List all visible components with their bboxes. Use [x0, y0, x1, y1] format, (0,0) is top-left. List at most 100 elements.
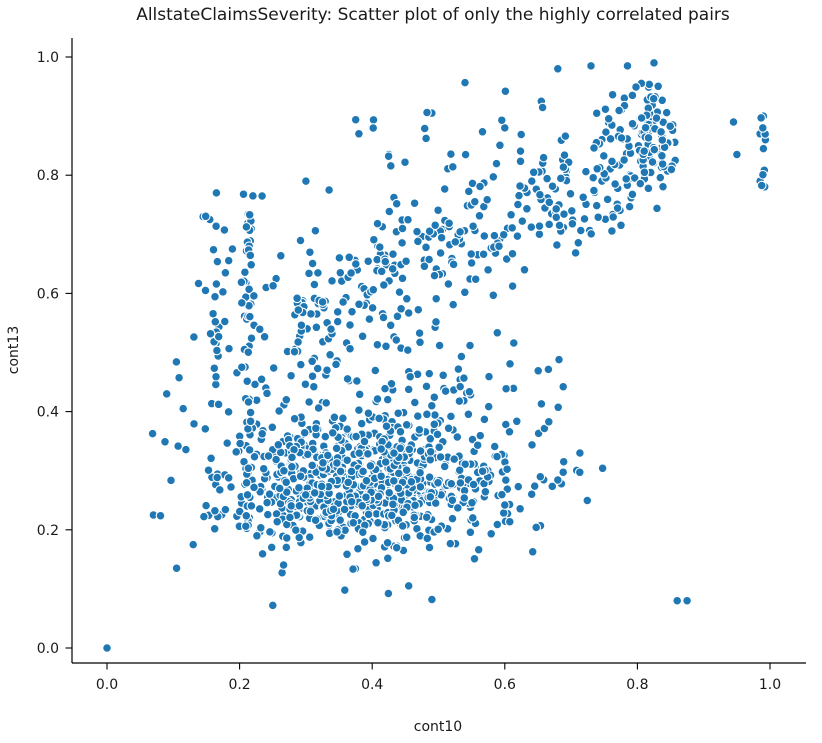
data-point	[383, 151, 394, 162]
data-point	[533, 365, 544, 376]
data-point	[496, 115, 507, 126]
data-point	[353, 543, 363, 554]
data-point	[354, 405, 364, 415]
data-point	[559, 150, 570, 160]
data-point	[578, 192, 589, 203]
data-point	[278, 560, 289, 570]
data-point	[332, 307, 343, 317]
data-point	[554, 220, 565, 231]
data-point	[346, 496, 357, 507]
y-tick-label: 0.0	[37, 641, 59, 657]
data-point	[373, 517, 383, 528]
data-point	[424, 542, 435, 553]
data-point	[436, 232, 447, 243]
data-point	[205, 328, 216, 339]
data-point	[272, 516, 283, 527]
data-point	[558, 456, 569, 467]
data-point	[295, 235, 306, 246]
data-point	[445, 538, 456, 549]
data-point	[464, 386, 475, 397]
y-tick-label: 1.0	[37, 50, 59, 66]
data-point	[365, 461, 376, 471]
data-point	[607, 156, 617, 167]
data-point	[387, 264, 398, 274]
data-point	[312, 363, 323, 374]
data-point	[224, 343, 234, 354]
data-point	[325, 349, 335, 360]
data-point	[455, 381, 466, 392]
data-point	[249, 451, 260, 462]
x-axis-label: cont10	[414, 719, 462, 735]
data-point	[655, 172, 666, 183]
data-point	[263, 451, 274, 461]
data-point	[348, 517, 359, 528]
data-point	[475, 430, 486, 441]
data-point	[427, 594, 437, 605]
data-point	[515, 156, 526, 167]
y-tick-label: 0.2	[37, 523, 59, 539]
data-point	[756, 113, 766, 123]
data-point	[189, 419, 199, 429]
data-point	[522, 203, 532, 214]
data-point	[438, 370, 449, 381]
data-point	[515, 503, 525, 514]
data-point	[406, 476, 417, 487]
data-point	[227, 244, 238, 254]
data-point	[621, 174, 632, 184]
data-point	[412, 226, 422, 237]
data-point	[380, 256, 391, 267]
data-point	[304, 268, 314, 279]
data-point	[352, 376, 362, 386]
data-point	[415, 467, 425, 478]
data-point	[378, 312, 389, 323]
data-point	[501, 383, 511, 394]
data-point	[241, 477, 252, 488]
data-point	[507, 248, 518, 259]
data-point	[665, 121, 676, 132]
data-point	[589, 143, 599, 153]
data-point	[425, 433, 436, 444]
data-point	[200, 285, 211, 296]
data-point	[447, 495, 458, 506]
data-point	[639, 146, 650, 156]
data-point	[527, 546, 538, 557]
data-point	[223, 407, 234, 417]
data-point	[627, 189, 638, 200]
data-point	[296, 320, 307, 331]
data-point	[381, 341, 391, 352]
data-point	[262, 509, 273, 520]
data-point	[450, 237, 461, 247]
data-point	[499, 500, 510, 510]
data-point	[537, 102, 548, 113]
data-point	[211, 221, 221, 232]
data-point	[236, 362, 247, 373]
data-point	[635, 178, 646, 189]
data-point	[472, 440, 483, 451]
data-point	[386, 510, 397, 521]
data-point	[281, 394, 292, 405]
data-point	[200, 424, 211, 434]
data-point	[544, 197, 555, 208]
data-point	[368, 234, 379, 245]
data-point	[391, 198, 402, 209]
data-point	[274, 406, 284, 416]
data-point	[570, 248, 581, 258]
data-point	[553, 402, 564, 413]
data-point	[758, 169, 768, 180]
data-point	[300, 490, 311, 500]
data-point	[560, 131, 571, 141]
data-point	[440, 386, 451, 396]
data-point	[244, 445, 255, 455]
data-point	[402, 345, 413, 355]
data-point	[211, 279, 222, 289]
data-point	[542, 173, 552, 184]
data-point	[166, 475, 176, 486]
data-point	[543, 364, 554, 375]
data-point	[515, 146, 526, 156]
data-point	[610, 179, 620, 189]
data-point	[409, 512, 420, 523]
data-point	[354, 389, 365, 400]
data-point	[517, 216, 528, 226]
